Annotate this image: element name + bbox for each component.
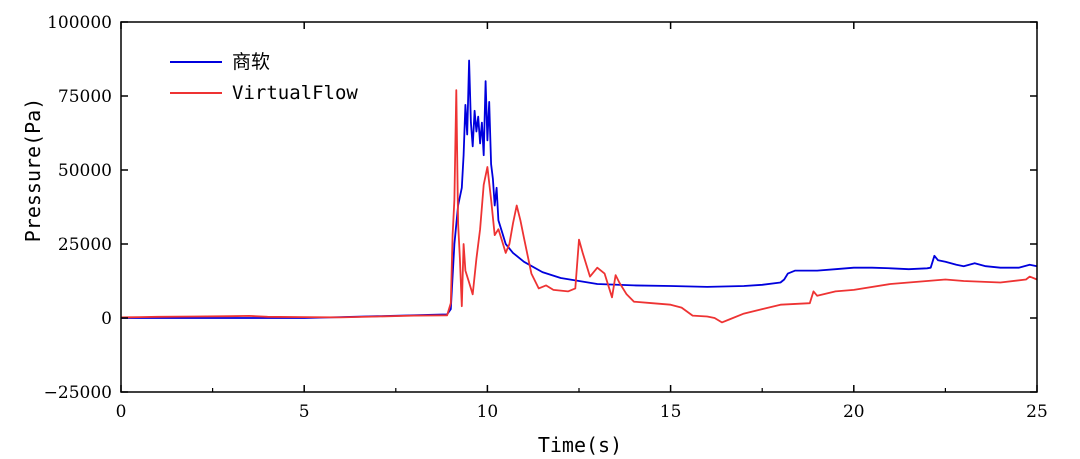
y-tick-label: 50000 bbox=[58, 161, 112, 181]
x-tick-label: 20 bbox=[843, 402, 865, 422]
legend-label: VirtualFlow bbox=[232, 82, 358, 104]
series-line-1 bbox=[121, 59, 1038, 319]
legend-label: 商软 bbox=[232, 51, 270, 73]
legend: 商软 VirtualFlow bbox=[170, 51, 358, 104]
x-axis-title: Time(s) bbox=[538, 433, 622, 457]
series-layer bbox=[120, 59, 1038, 324]
series-line-2 bbox=[120, 89, 1038, 324]
y-axis-title: Pressure(Pa) bbox=[21, 98, 45, 243]
y-tick-label: 0 bbox=[101, 309, 112, 329]
y-tick-label: −25000 bbox=[44, 383, 112, 403]
x-tick-label: 0 bbox=[116, 402, 127, 422]
y-tick-label: 75000 bbox=[58, 87, 112, 107]
y-tick-label: 100000 bbox=[47, 13, 112, 33]
x-tick-label: 10 bbox=[477, 402, 499, 422]
x-tick-label: 15 bbox=[660, 402, 682, 422]
x-tick-label: 25 bbox=[1026, 402, 1048, 422]
x-tick-label: 5 bbox=[299, 402, 310, 422]
y-tick-label: 25000 bbox=[58, 235, 112, 255]
